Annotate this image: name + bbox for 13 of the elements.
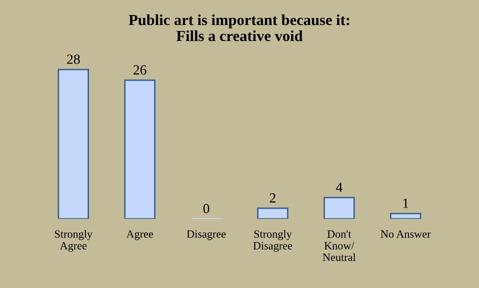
x-tick-label: Agree (126, 230, 154, 240)
x-tick-label: No Answer (380, 230, 431, 238)
data-label: 26 (134, 65, 146, 75)
data-label: 0 (203, 204, 210, 214)
x-tick-label: Disagree (186, 230, 226, 240)
x-tick-label: Don't Know/ Neutral (322, 230, 356, 262)
x-tick-label: Strongly Disagree (253, 230, 292, 252)
data-label: 4 (336, 182, 342, 192)
data-label: 1 (403, 198, 408, 208)
data-label: 2 (270, 193, 276, 202)
chart-title: Public art is important because it: Fills a creative void (128, 14, 350, 42)
x-tick-label: Strongly Agree (55, 230, 92, 252)
data-label: 28 (67, 54, 80, 64)
